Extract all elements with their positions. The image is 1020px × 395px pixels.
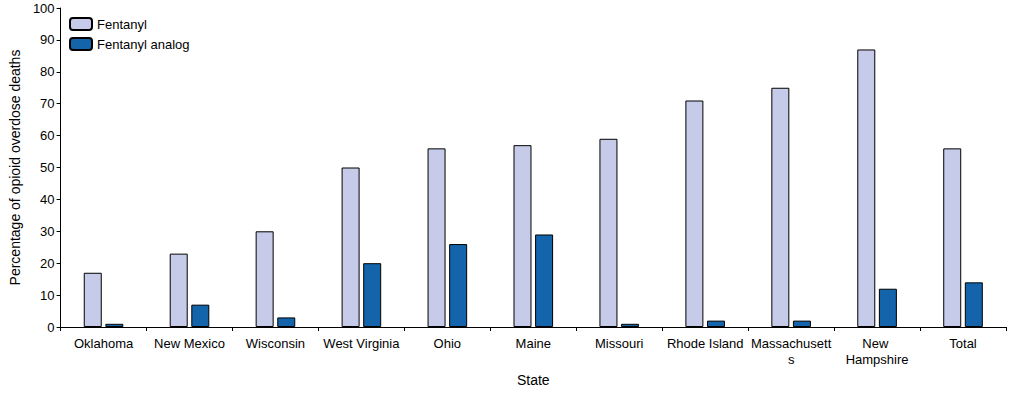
svg-text:10: 10 (40, 288, 54, 303)
svg-text:0: 0 (47, 320, 54, 335)
svg-text:State: State (517, 372, 550, 388)
svg-text:100: 100 (33, 1, 55, 16)
svg-text:70: 70 (40, 96, 54, 111)
svg-text:Hampshire: Hampshire (846, 352, 909, 367)
svg-text:Missouri: Missouri (595, 336, 644, 351)
svg-text:50: 50 (40, 160, 54, 175)
svg-text:60: 60 (40, 128, 54, 143)
svg-text:40: 40 (40, 192, 54, 207)
svg-text:Wisconsin: Wisconsin (246, 336, 305, 351)
svg-text:Ohio: Ohio (434, 336, 461, 351)
svg-text:Rhode Island: Rhode Island (667, 336, 744, 351)
svg-text:20: 20 (40, 256, 54, 271)
svg-text:Fentanyl analog: Fentanyl analog (97, 37, 190, 52)
svg-text:New: New (862, 336, 892, 351)
svg-text:Maine: Maine (516, 336, 551, 351)
svg-text:s: s (788, 352, 795, 367)
svg-text:Fentanyl: Fentanyl (97, 17, 147, 32)
svg-text:90: 90 (40, 32, 54, 47)
svg-text:Total: Total (949, 336, 977, 351)
svg-text:West Virginia: West Virginia (323, 336, 400, 351)
svg-text:Oklahoma: Oklahoma (74, 336, 134, 351)
svg-text:Massachusett: Massachusett (751, 336, 832, 351)
svg-text:New Mexico: New Mexico (154, 336, 225, 351)
svg-text:30: 30 (40, 224, 54, 239)
svg-text:80: 80 (40, 64, 54, 79)
svg-text:Percentage of opioid overdose: Percentage of opioid overdose deaths (7, 50, 23, 286)
